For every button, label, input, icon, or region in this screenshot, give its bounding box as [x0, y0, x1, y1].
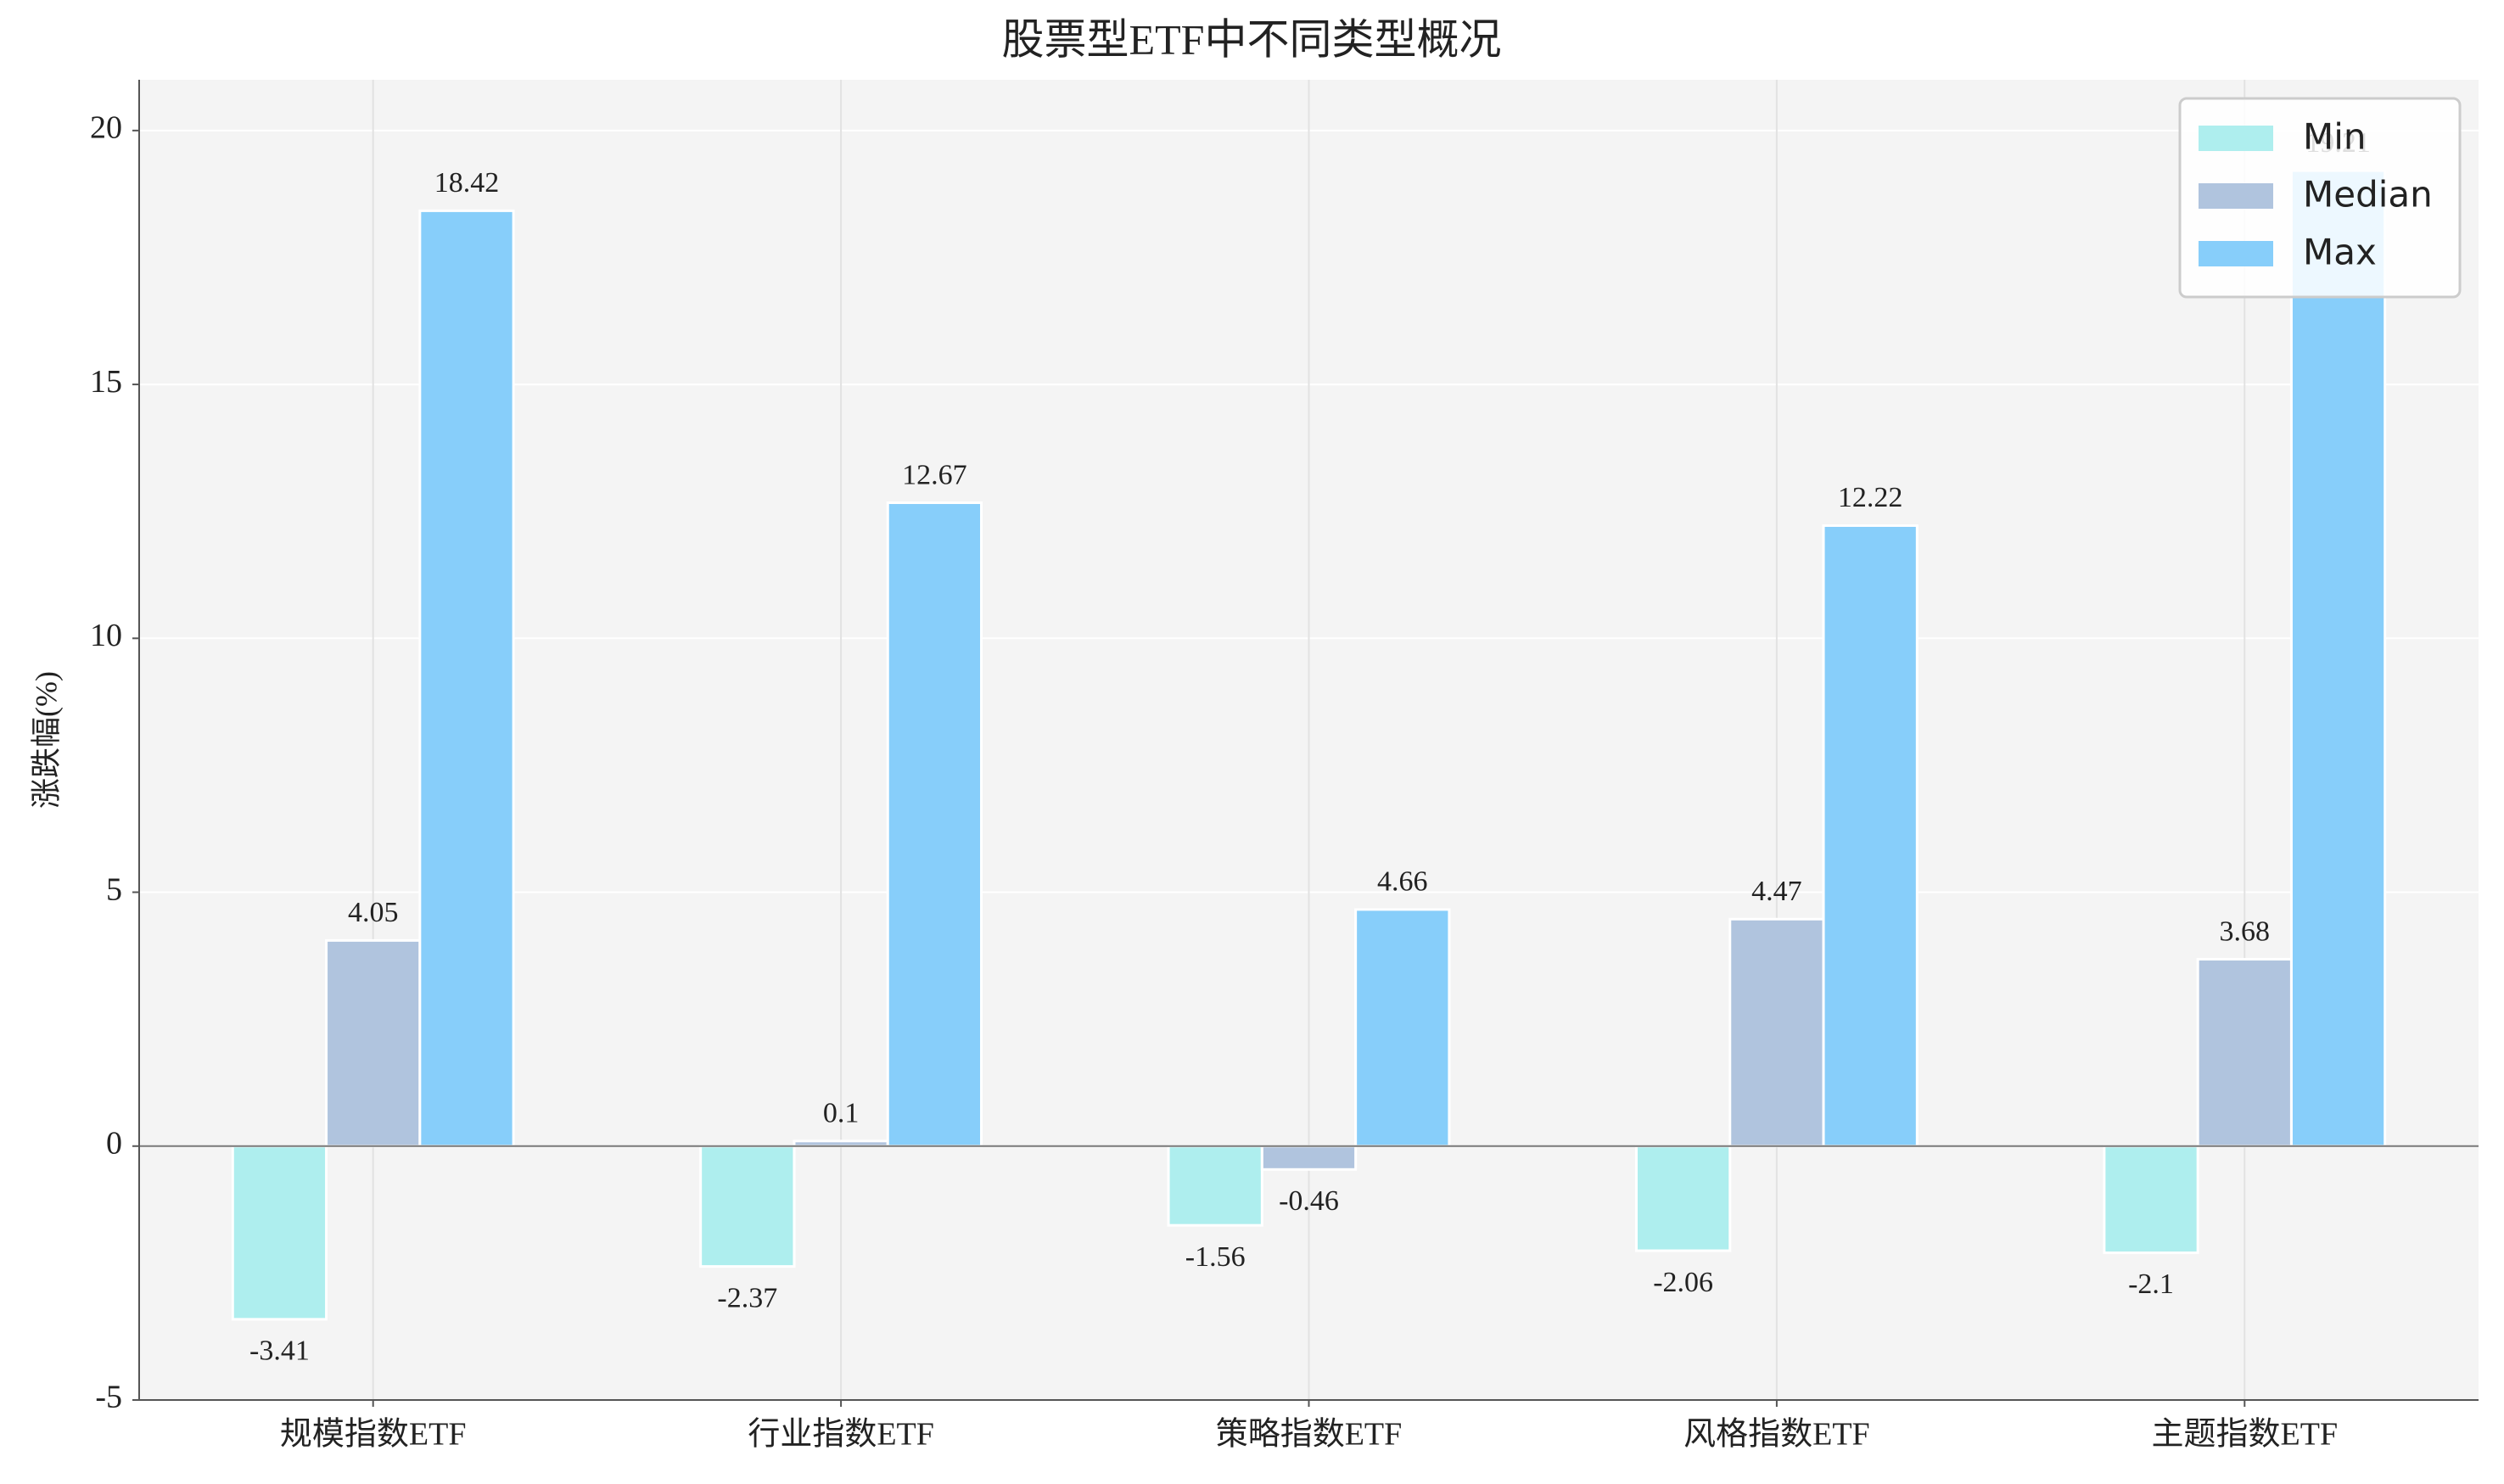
y-tick-label: -5: [95, 1380, 122, 1415]
x-tick-label: 策略指数ETF: [1216, 1417, 1403, 1453]
y-tick-label: 15: [90, 364, 122, 400]
legend-label: Min: [2303, 116, 2367, 158]
bar: [2289, 169, 2387, 1148]
y-axis-label: 涨跌幅(%): [29, 671, 63, 809]
bar: [699, 1145, 796, 1268]
legend-label: Max: [2303, 232, 2377, 273]
value-label: 12.22: [1838, 482, 1903, 513]
bar: [325, 938, 422, 1148]
y-tick-label: 0: [106, 1125, 122, 1161]
bar: [1260, 1145, 1358, 1171]
bar: [1167, 1145, 1263, 1227]
x-tick-label: 风格指数ETF: [1683, 1417, 1870, 1453]
legend-swatch: [2199, 241, 2273, 266]
x-tick-label: 主题指数ETF: [2152, 1417, 2339, 1453]
value-label: 0.1: [823, 1098, 860, 1129]
value-label: 4.66: [1377, 866, 1428, 898]
value-label: 4.47: [1751, 876, 1802, 907]
bar: [886, 501, 983, 1148]
bar: [2196, 958, 2293, 1148]
value-label: -1.56: [1185, 1241, 1246, 1273]
bar: [2103, 1145, 2199, 1254]
bar: [1634, 1145, 1732, 1252]
legend-swatch: [2199, 183, 2273, 209]
value-label: 18.42: [434, 167, 500, 199]
bar: [1822, 524, 1919, 1148]
chart-title: 股票型ETF中不同类型概况: [1002, 15, 1502, 63]
value-label: -2.1: [2128, 1268, 2174, 1300]
y-tick-label: 5: [106, 871, 122, 907]
y-tick-label: 10: [90, 618, 122, 653]
y-tick-label: 20: [90, 110, 122, 146]
value-label: 4.05: [348, 897, 399, 928]
legend-label: Median: [2303, 174, 2433, 216]
value-label: -2.37: [717, 1282, 777, 1313]
bar: [231, 1145, 328, 1321]
bar: [418, 209, 515, 1148]
bar: [1354, 908, 1451, 1148]
value-label: 12.67: [902, 459, 967, 490]
value-label: -0.46: [1279, 1185, 1339, 1217]
bar: [1728, 917, 1825, 1148]
x-tick-label: 行业指数ETF: [748, 1417, 934, 1453]
value-label: 3.68: [2220, 916, 2271, 947]
value-label: -2.06: [1653, 1267, 1713, 1298]
legend-swatch: [2199, 126, 2273, 151]
value-label: -3.41: [249, 1336, 310, 1367]
x-tick-label: 规模指数ETF: [280, 1417, 467, 1453]
